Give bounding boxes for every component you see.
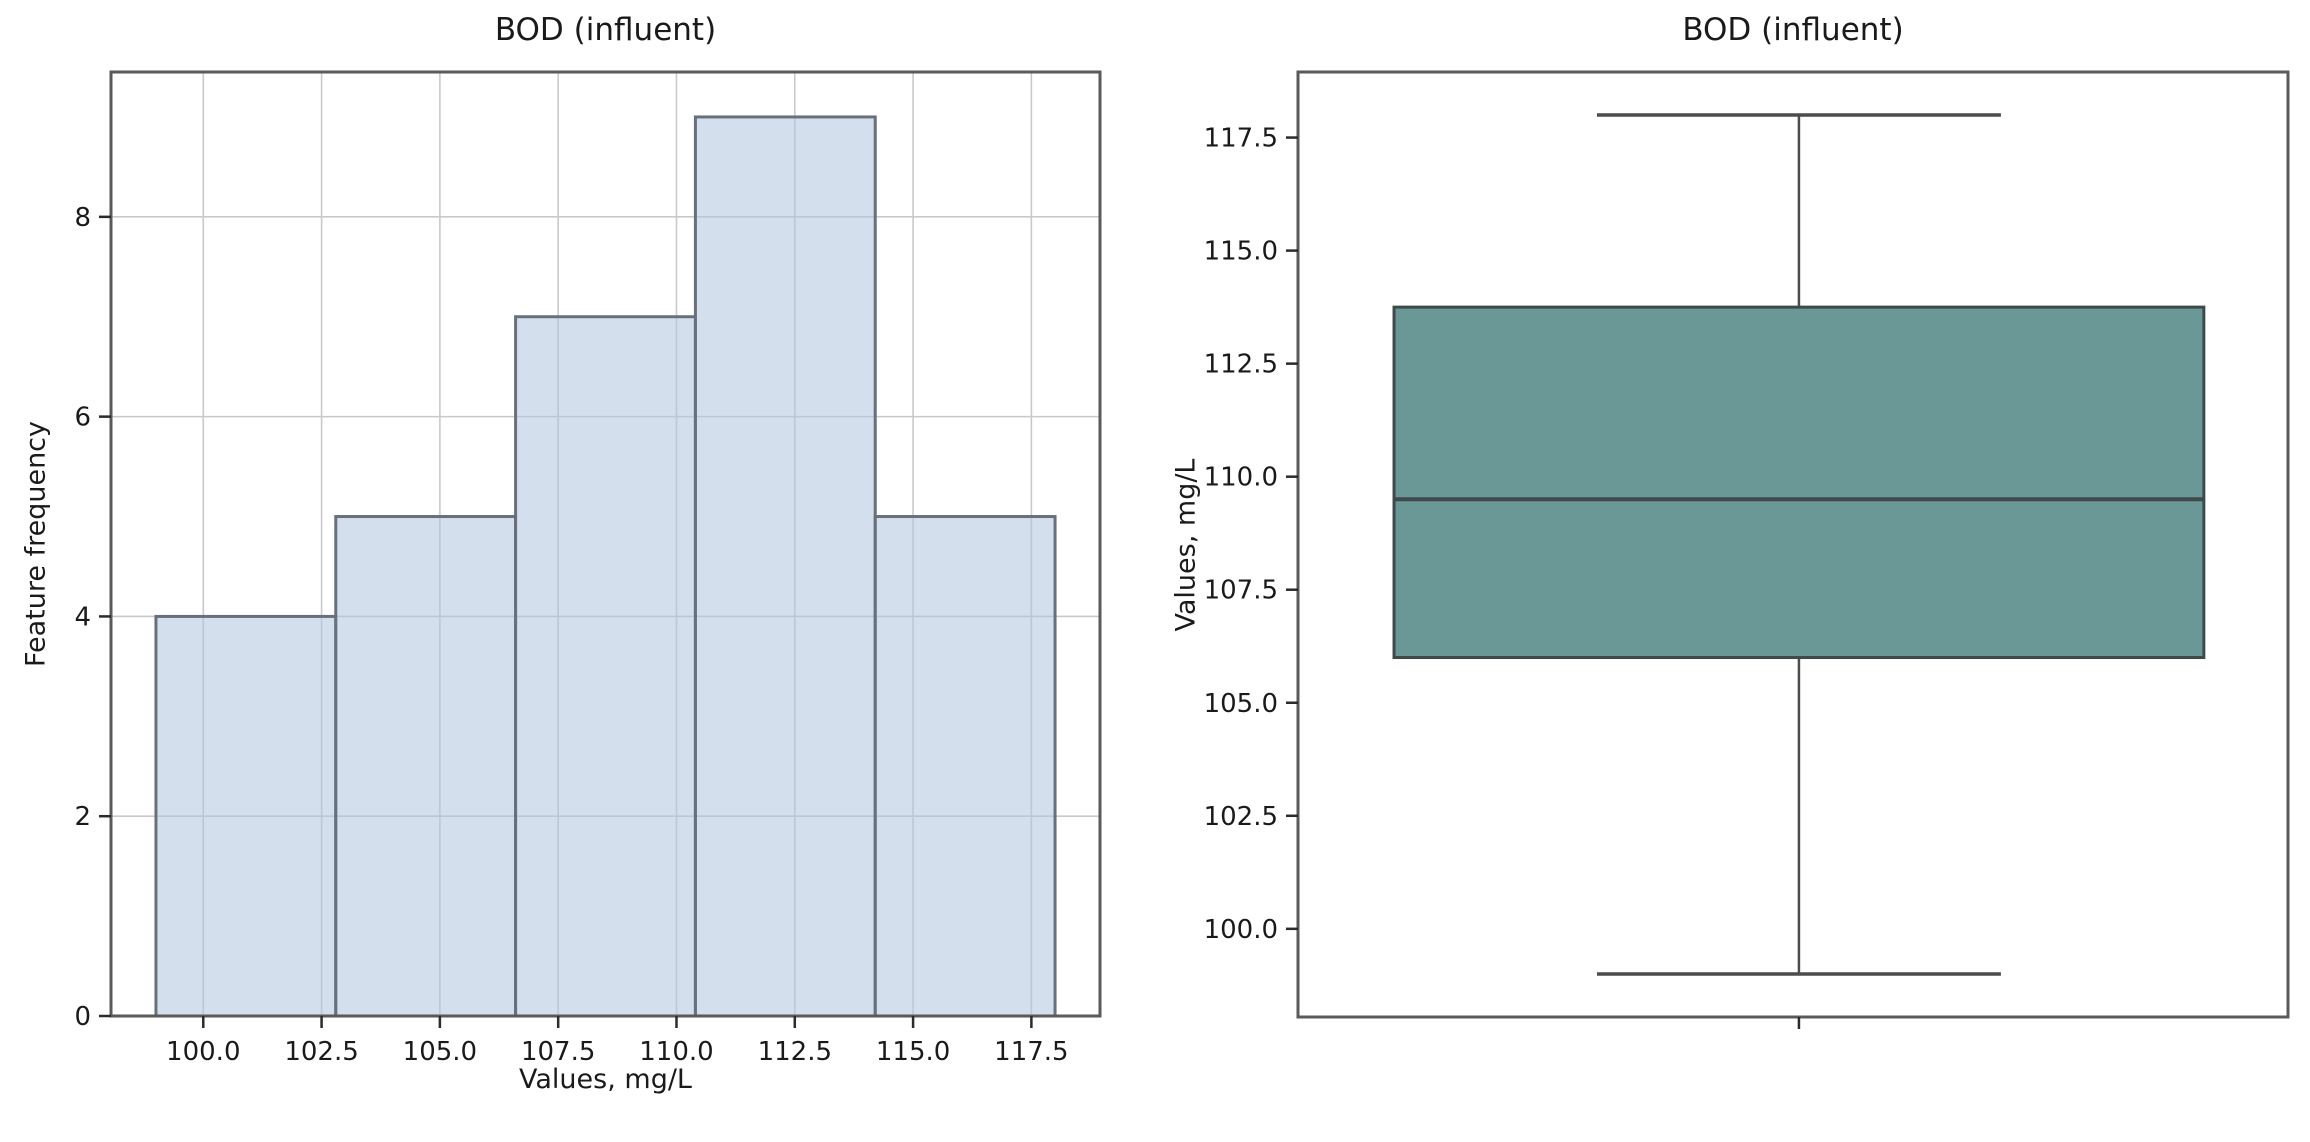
x-tick-label: 100.0 [166, 1037, 240, 1067]
y-tick-label: 100.0 [1204, 915, 1278, 945]
histogram-bar [514, 315, 697, 1018]
histogram-bar [873, 515, 1057, 1018]
plot-spines [1296, 70, 2290, 1019]
x-tick-label: 117.5 [994, 1037, 1068, 1067]
histogram-x-axis-label: Values, mg/L [519, 1064, 692, 1095]
histogram-bar [334, 515, 518, 1018]
y-tick-label: 105.0 [1204, 689, 1278, 719]
y-tick-label: 117.5 [1204, 124, 1278, 154]
y-tick-label: 8 [74, 203, 91, 233]
x-tick-label: 115.0 [876, 1037, 950, 1067]
boxplot-title: BOD (influent) [1682, 12, 1904, 48]
y-tick-label: 0 [74, 1002, 91, 1032]
y-tick-label: 107.5 [1204, 576, 1278, 606]
y-tick-label: 102.5 [1204, 802, 1278, 832]
y-tick-label: 115.0 [1204, 237, 1278, 267]
y-tick-label: 6 [74, 403, 91, 433]
y-tick-label: 112.5 [1204, 350, 1278, 380]
histogram-bar [693, 115, 877, 1018]
histogram-bar [154, 614, 338, 1018]
histogram-y-axis-label: Feature frequency [20, 420, 52, 668]
x-tick-label: 107.5 [521, 1037, 595, 1067]
y-tick-label: 2 [74, 802, 91, 832]
histogram-title: BOD (influent) [494, 12, 717, 48]
y-tick-label: 110.0 [1204, 463, 1278, 493]
x-tick-label: 102.5 [284, 1037, 358, 1067]
x-tick-label: 110.0 [639, 1037, 713, 1067]
plot-spines [109, 70, 1102, 1018]
x-tick-label: 105.0 [403, 1037, 477, 1067]
box [1392, 305, 2206, 660]
y-tick-label: 4 [74, 602, 91, 632]
boxplot-y-axis-label: Values, mg/L [1170, 458, 1202, 632]
x-tick-label: 112.5 [758, 1037, 832, 1067]
